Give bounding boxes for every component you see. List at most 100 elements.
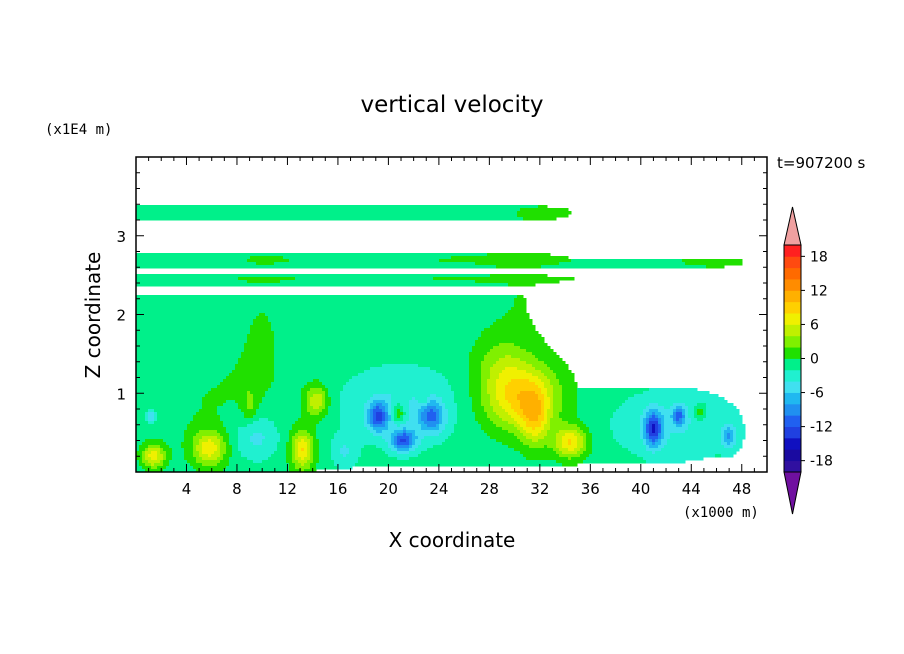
contour-cell bbox=[142, 454, 146, 458]
contour-cell bbox=[394, 406, 404, 410]
contour-cell bbox=[421, 424, 428, 428]
contour-cell bbox=[538, 439, 557, 443]
contour-cell bbox=[193, 454, 200, 458]
contour-cell bbox=[583, 439, 587, 443]
contour-cell bbox=[523, 418, 530, 422]
contour-cell bbox=[481, 379, 488, 383]
contour-cell bbox=[496, 439, 521, 443]
contour-cell bbox=[193, 451, 200, 455]
contour-cell bbox=[580, 427, 590, 431]
contour-cell bbox=[499, 403, 512, 407]
contour-cell bbox=[157, 415, 194, 419]
contour-cell bbox=[268, 316, 503, 320]
contour-cell bbox=[685, 421, 692, 425]
contour-cell bbox=[457, 415, 476, 419]
contour-cell bbox=[517, 412, 524, 416]
contour-cell bbox=[736, 427, 746, 431]
contour-cell bbox=[166, 466, 194, 470]
contour-cell bbox=[544, 361, 566, 365]
contour-cell bbox=[271, 328, 485, 332]
contour-cell bbox=[571, 259, 683, 263]
contour-cell bbox=[394, 442, 398, 446]
contour-cell bbox=[328, 409, 341, 413]
contour-cell bbox=[223, 379, 275, 383]
contour-cell bbox=[220, 415, 245, 419]
contour-cell bbox=[706, 403, 734, 407]
contour-cell bbox=[253, 394, 266, 398]
contour-cell bbox=[289, 433, 296, 437]
contour-cell bbox=[253, 406, 260, 410]
contour-cell bbox=[643, 412, 647, 416]
contour-cell bbox=[223, 457, 230, 461]
contour-cell bbox=[343, 445, 347, 449]
contour-cell bbox=[706, 406, 737, 410]
contour-cell bbox=[469, 385, 482, 389]
contour-cell bbox=[415, 442, 422, 446]
contour-cell bbox=[145, 418, 149, 422]
contour-cell bbox=[664, 406, 671, 410]
contour-cell bbox=[661, 442, 668, 446]
contour-cell bbox=[409, 442, 413, 446]
contour-cell bbox=[421, 406, 428, 410]
contour-cell bbox=[526, 424, 542, 428]
contour-cell bbox=[316, 463, 335, 467]
contour-cell bbox=[391, 409, 395, 413]
contour-cell bbox=[367, 412, 371, 416]
contour-cell bbox=[592, 433, 614, 437]
contour-cell bbox=[556, 445, 563, 449]
contour-cell bbox=[316, 433, 335, 437]
contour-cell bbox=[349, 448, 362, 452]
contour-cell bbox=[532, 439, 539, 443]
contour-cell bbox=[292, 424, 317, 428]
contour-cell bbox=[229, 439, 239, 443]
contour-cell bbox=[508, 400, 521, 404]
contour-cell bbox=[340, 421, 365, 425]
contour-cell bbox=[373, 412, 377, 416]
contour-cell bbox=[502, 427, 518, 431]
contour-cell bbox=[301, 439, 305, 443]
contour-cell bbox=[277, 445, 287, 449]
contour-cell bbox=[391, 403, 398, 407]
contour-cell bbox=[514, 424, 521, 428]
contour-cell bbox=[202, 403, 224, 407]
contour-cell bbox=[676, 415, 683, 419]
contour-cell bbox=[427, 415, 437, 419]
contour-cell bbox=[331, 457, 359, 461]
contour-cell bbox=[184, 439, 194, 443]
colorbar-min-triangle bbox=[783, 471, 802, 515]
contour-cell bbox=[382, 418, 386, 422]
contour-cell bbox=[388, 427, 404, 431]
contour-cell bbox=[313, 451, 320, 455]
contour-cell bbox=[367, 418, 371, 422]
contour-cell bbox=[238, 358, 275, 362]
contour-cell bbox=[253, 433, 263, 437]
contour-cell bbox=[622, 445, 647, 449]
contour-cell bbox=[151, 466, 158, 470]
contour-cell bbox=[547, 364, 569, 368]
contour-cell bbox=[226, 427, 239, 431]
contour-cell bbox=[661, 436, 665, 440]
contour-cell bbox=[574, 433, 581, 437]
contour-cell bbox=[619, 442, 644, 446]
contour-cell bbox=[538, 358, 563, 362]
contour-cell bbox=[397, 409, 401, 413]
contour-cell bbox=[259, 418, 269, 422]
contour-cell bbox=[526, 349, 554, 353]
contour-cell bbox=[412, 442, 416, 446]
contour-cell bbox=[451, 385, 470, 389]
contour-cell bbox=[427, 406, 437, 410]
contour-cell bbox=[646, 445, 650, 449]
contour-cell bbox=[736, 430, 746, 434]
contour-cell bbox=[364, 445, 377, 449]
contour-cell bbox=[643, 433, 647, 437]
contour-cell bbox=[655, 442, 662, 446]
contour-cell bbox=[370, 412, 374, 416]
contour-cell bbox=[403, 418, 410, 422]
contour-cell bbox=[373, 400, 386, 404]
contour-cell bbox=[166, 442, 182, 446]
contour-cell bbox=[562, 400, 578, 404]
contour-cell bbox=[154, 415, 158, 419]
contour-cell bbox=[547, 445, 557, 449]
contour-cell bbox=[724, 430, 734, 434]
contour-cell bbox=[196, 412, 218, 416]
